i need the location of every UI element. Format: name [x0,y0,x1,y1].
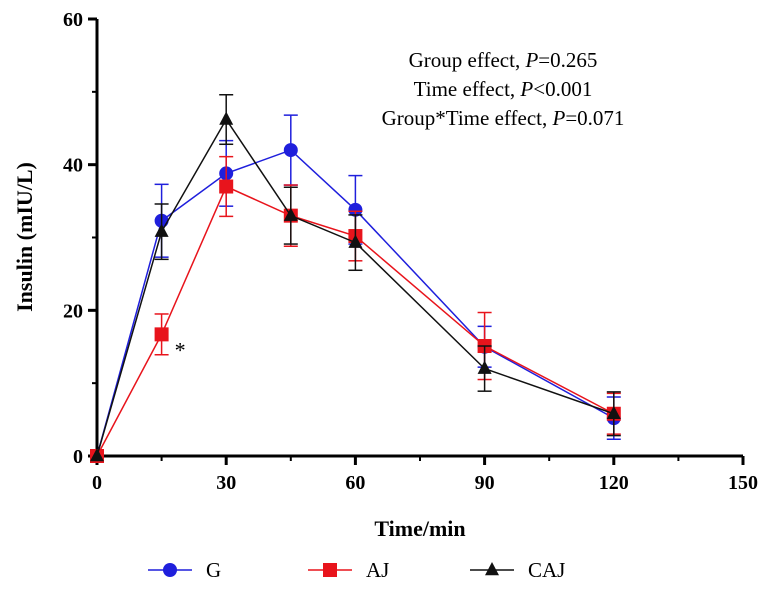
annotation-p: P [551,106,565,130]
series-line-caj [96,118,615,457]
stats-annotation: Group effect, P=0.265 [409,48,598,72]
series-layer: * [90,93,621,463]
data-point-caj [90,447,104,462]
x-tick-label: 90 [475,472,495,494]
legend-marker [485,561,499,576]
legend-label: CAJ [528,558,565,582]
data-point-aj [154,327,169,342]
y-axis-title: Insulin (mIU/L) [12,162,37,312]
annotation-value: =0.071 [565,106,624,130]
annotation-label: Time effect, [414,77,521,101]
y-tick-label: 0 [73,446,83,468]
data-point-caj [348,234,363,248]
legend-label: AJ [366,558,389,582]
stats-annotation: Time effect, P<0.001 [414,77,593,101]
data-point-caj [283,207,298,221]
x-tick-label: 120 [599,472,629,494]
x-axis-title: Time/min [374,516,465,541]
legend-item-aj: AJ [308,558,389,582]
x-tick-label: 60 [345,472,365,494]
legend-marker [163,563,177,577]
stats-annotation: Group*Time effect, P=0.071 [382,106,625,130]
data-point-g [283,143,298,158]
data-point-aj [219,179,234,194]
series-g [90,114,621,463]
data-point-g [348,202,363,217]
data-point-caj [154,223,169,237]
annotation-value: <0.001 [533,77,592,101]
legend-marker [323,563,337,577]
series-caj [90,93,621,462]
data-point-caj [219,111,234,125]
annotation-value: =0.265 [538,48,597,72]
x-tick-label: 150 [728,472,758,494]
x-tick-label: 0 [92,472,102,494]
annotation-p: P [519,77,533,101]
annotation-label: Group*Time effect, [382,106,553,130]
significance-star: * [175,337,186,362]
y-tick-label: 60 [63,9,83,31]
axes: 0 30 60 90 120 150 0 20 40 60 [63,9,758,494]
legend-item-g: G [148,558,221,582]
annotation-p: P [524,48,538,72]
data-point-caj [606,405,621,420]
y-tick-label: 20 [63,300,83,322]
legend-item-caj: CAJ [470,558,565,582]
x-tick-label: 30 [216,472,236,494]
y-tick-label: 40 [63,155,83,177]
legend-label: G [206,558,221,582]
annotation-label: Group effect, [409,48,526,72]
data-point-caj [477,360,492,374]
legend: G AJ CAJ [148,558,565,582]
